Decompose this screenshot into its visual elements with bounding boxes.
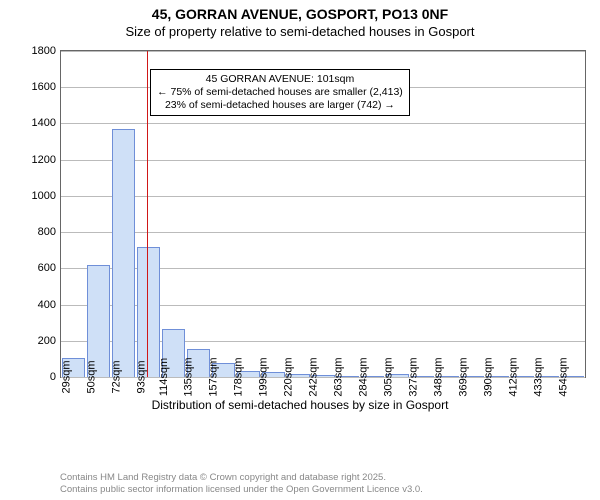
- x-tick-label: 114sqm: [154, 358, 170, 396]
- x-axis-label: Distribution of semi-detached houses by …: [0, 398, 600, 412]
- x-tick-label: 157sqm: [204, 357, 220, 396]
- y-tick-label: 1400: [32, 117, 61, 129]
- bar-slot: 390sqm: [485, 51, 510, 377]
- footer-line: Contains public sector information licen…: [60, 484, 586, 496]
- x-tick-label: 72sqm: [107, 360, 123, 393]
- x-tick-label: 305sqm: [378, 357, 394, 396]
- x-tick-label: 93sqm: [132, 360, 148, 393]
- x-tick-label: 242sqm: [303, 357, 319, 396]
- x-tick-label: 178sqm: [229, 357, 245, 396]
- y-tick-label: 1800: [32, 45, 61, 57]
- x-tick-label: 135sqm: [179, 357, 195, 396]
- bar-slot: 327sqm: [410, 51, 435, 377]
- copyright-footer: Contains HM Land Registry data © Crown c…: [60, 472, 586, 496]
- y-tick-label: 600: [38, 262, 61, 274]
- x-tick-label: 390sqm: [478, 357, 494, 396]
- bar-slot: 348sqm: [435, 51, 460, 377]
- y-tick-label: 0: [50, 371, 61, 383]
- bar-slot: 369sqm: [460, 51, 485, 377]
- x-tick-label: 263sqm: [328, 357, 344, 396]
- footer-line: Contains HM Land Registry data © Crown c…: [60, 472, 586, 484]
- y-tick-label: 1600: [32, 81, 61, 93]
- y-tick-label: 400: [38, 299, 61, 311]
- x-tick-label: 199sqm: [254, 357, 270, 396]
- x-tick-label: 50sqm: [82, 360, 98, 393]
- x-tick-label: 327sqm: [403, 357, 419, 396]
- x-tick-label: 412sqm: [503, 357, 519, 396]
- x-tick-label: 369sqm: [453, 357, 469, 396]
- bar-slot: 29sqm: [61, 51, 86, 377]
- annotation-line: 23% of semi-detached houses are larger (…: [157, 99, 403, 112]
- bar-slot: 72sqm: [111, 51, 136, 377]
- page-subtitle: Size of property relative to semi-detach…: [0, 24, 600, 40]
- y-tick-label: 1000: [32, 190, 61, 202]
- reference-annotation: 45 GORRAN AVENUE: 101sqm ← 75% of semi-d…: [150, 69, 410, 116]
- x-tick-label: 284sqm: [353, 357, 369, 396]
- x-tick-label: 220sqm: [278, 357, 294, 396]
- y-tick-label: 800: [38, 226, 61, 238]
- x-tick-label: 348sqm: [428, 357, 444, 396]
- bar-slot: 454sqm: [560, 51, 585, 377]
- page-title: 45, GORRAN AVENUE, GOSPORT, PO13 0NF: [0, 6, 600, 24]
- bar-slot: 50sqm: [86, 51, 111, 377]
- y-tick-label: 1200: [32, 154, 61, 166]
- annotation-line: ← 75% of semi-detached houses are smalle…: [157, 86, 403, 99]
- annotation-line: 45 GORRAN AVENUE: 101sqm: [157, 73, 403, 86]
- y-tick-label: 200: [38, 335, 61, 347]
- chart: Number of semi-detached properties 29sqm…: [0, 44, 600, 436]
- plot-area: 29sqm50sqm72sqm93sqm114sqm135sqm157sqm17…: [60, 50, 586, 378]
- x-tick-label: 433sqm: [528, 357, 544, 396]
- bar-slot: 412sqm: [510, 51, 535, 377]
- histogram-bar: [112, 129, 135, 377]
- bar-slot: 433sqm: [535, 51, 560, 377]
- reference-line: [147, 51, 148, 377]
- x-tick-label: 454sqm: [553, 357, 569, 396]
